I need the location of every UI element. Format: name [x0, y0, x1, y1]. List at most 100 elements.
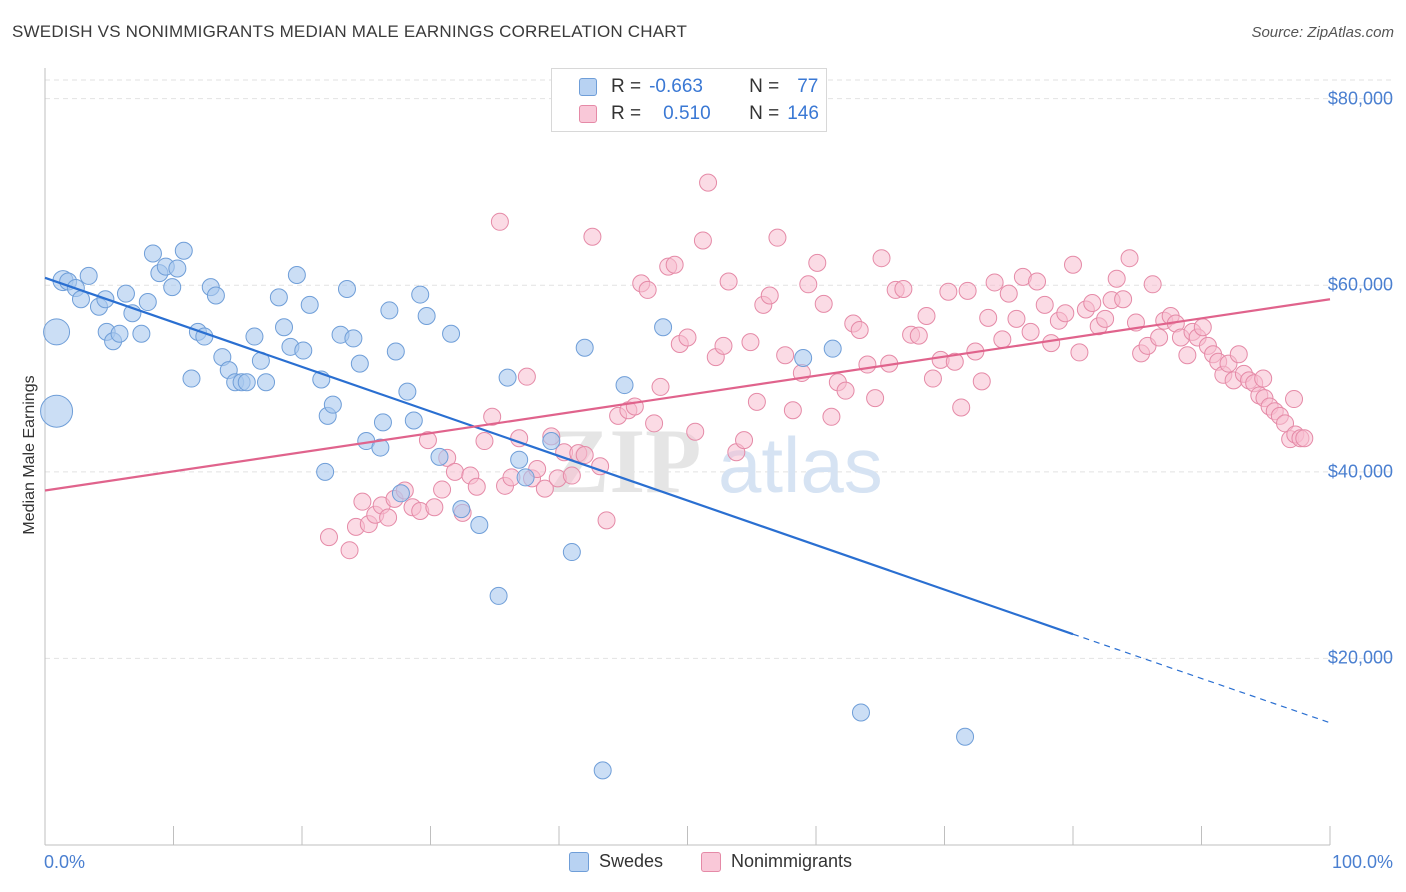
- nonimmigrants-point: [858, 355, 877, 374]
- nonimmigrants-point: [714, 336, 733, 355]
- nonimmigrants-point: [665, 255, 684, 274]
- nonimmigrants-point: [1114, 290, 1133, 309]
- nonimmigrants-point: [985, 273, 1004, 292]
- swedes-point: [40, 394, 74, 428]
- nonimmigrants-point: [993, 330, 1012, 349]
- nonimmigrants-point: [562, 466, 581, 485]
- nonimmigrants-point: [999, 284, 1018, 303]
- y-tick-label: $20,000: [1327, 647, 1393, 668]
- nonimmigrants-point: [1028, 272, 1047, 291]
- legend-row-swedes: R = -0.663 N = 77: [552, 74, 818, 100]
- swedes-point: [391, 484, 410, 503]
- legend-n-label: N =: [749, 76, 780, 97]
- swedes-point: [470, 516, 489, 535]
- nonimmigrants-point: [1007, 309, 1026, 328]
- legend-n-value-swedes: 77: [797, 76, 819, 97]
- swedes-point: [132, 324, 151, 343]
- nonimmigrants-point: [340, 541, 359, 560]
- nonimmigrants-point: [872, 249, 891, 268]
- nonimmigrants-point: [379, 508, 398, 527]
- nonimmigrants-point: [651, 377, 670, 396]
- swedes-point: [116, 284, 135, 303]
- swedes-point: [206, 286, 225, 305]
- nonimmigrants-point: [686, 422, 705, 441]
- nonimmigrants-point: [1083, 293, 1102, 312]
- x-tick-label: 0.0%: [44, 852, 86, 872]
- swedes-point: [138, 293, 157, 312]
- source-label: Source: ZipAtlas.com: [1251, 24, 1394, 41]
- legend-r-label: R =: [611, 103, 642, 124]
- legend-n-value-nonimmigrants: 146: [787, 103, 819, 124]
- nonimmigrants-point: [735, 431, 754, 450]
- nonimmigrants-point: [747, 392, 766, 411]
- swedes-point: [79, 266, 98, 285]
- swedes-point: [542, 432, 561, 451]
- y-tick-label: $40,000: [1327, 461, 1393, 482]
- legend-row-nonimmigrants: R = 0.510 N = 146: [552, 101, 819, 127]
- swedes-point: [654, 318, 673, 337]
- nonimmigrants-point: [425, 498, 444, 517]
- swedes-point: [380, 301, 399, 320]
- nonimmigrants-point: [490, 212, 509, 231]
- swedes-point: [794, 349, 813, 368]
- nonimmigrants-point: [1035, 295, 1054, 314]
- nonimmigrants-point: [445, 462, 464, 481]
- nonimmigrants-point: [894, 279, 913, 298]
- swedes-point: [245, 327, 264, 346]
- nonimmigrants-point: [575, 446, 594, 465]
- swedes-point: [823, 339, 842, 358]
- swedes-point: [516, 468, 535, 487]
- swedes-point: [237, 373, 256, 392]
- nonimmigrants-point: [850, 321, 869, 340]
- chart-title: SWEDISH VS NONIMMIGRANTS MEDIAN MALE EAR…: [12, 22, 688, 41]
- nonimmigrants-point: [475, 432, 494, 451]
- swedes-point: [316, 462, 335, 481]
- nonimmigrants-point: [1120, 249, 1139, 268]
- watermark: ZIP atlas: [548, 410, 883, 512]
- nonimmigrants-point: [776, 346, 795, 365]
- nonimmigrants-point: [972, 372, 991, 391]
- swedes-point: [442, 324, 461, 343]
- nonimmigrants-point: [808, 253, 827, 272]
- nonimmigrants-point: [836, 381, 855, 400]
- swedes-point: [510, 450, 529, 469]
- grid-lines: [45, 79, 1395, 659]
- nonimmigrants-point: [909, 326, 928, 345]
- nonimmigrants-point: [1064, 255, 1082, 274]
- nonimmigrants-point: [945, 352, 964, 371]
- nonimmigrants-point: [353, 492, 372, 511]
- nonimmigrants-point: [923, 369, 942, 388]
- legend-swatch-nonimmigrants: [701, 851, 721, 872]
- x-tick-label: 100.0%: [1331, 852, 1393, 872]
- swedes-point: [287, 265, 306, 284]
- swedes-point: [404, 411, 423, 430]
- legend-label-nonimmigrants: Nonimmigrants: [731, 851, 853, 871]
- swedes-point: [323, 395, 342, 414]
- nonimmigrants-point: [433, 480, 452, 499]
- swedes-point: [851, 703, 870, 722]
- legend-n-label: N =: [749, 103, 780, 124]
- swedes-point: [163, 278, 182, 297]
- legend-item-nonimmigrants: Nonimmigrants: [701, 851, 852, 872]
- legend-r-label: R =: [611, 76, 642, 97]
- swedes-point: [143, 244, 162, 263]
- nonimmigrants-point: [583, 227, 602, 246]
- nonimmigrants-point: [699, 173, 718, 192]
- swedes-point: [593, 761, 612, 780]
- nonimmigrants-point: [768, 228, 787, 247]
- swedes-point: [269, 288, 288, 307]
- nonimmigrants-point: [625, 397, 644, 416]
- swedes-point: [168, 259, 187, 278]
- nonimmigrants-point: [1254, 369, 1273, 388]
- nonimmigrants-point: [1107, 269, 1126, 288]
- swedes-point: [257, 373, 276, 392]
- nonimmigrants-point: [597, 511, 616, 530]
- nonimmigrants-point: [741, 333, 760, 352]
- swedes-point: [430, 447, 449, 466]
- swedes-point: [294, 341, 313, 360]
- nonimmigrants-point: [483, 407, 502, 426]
- series-legend: Swedes Nonimmigrants: [0, 851, 1406, 877]
- nonimmigrants-point: [645, 414, 664, 433]
- legend-label-swedes: Swedes: [599, 851, 664, 871]
